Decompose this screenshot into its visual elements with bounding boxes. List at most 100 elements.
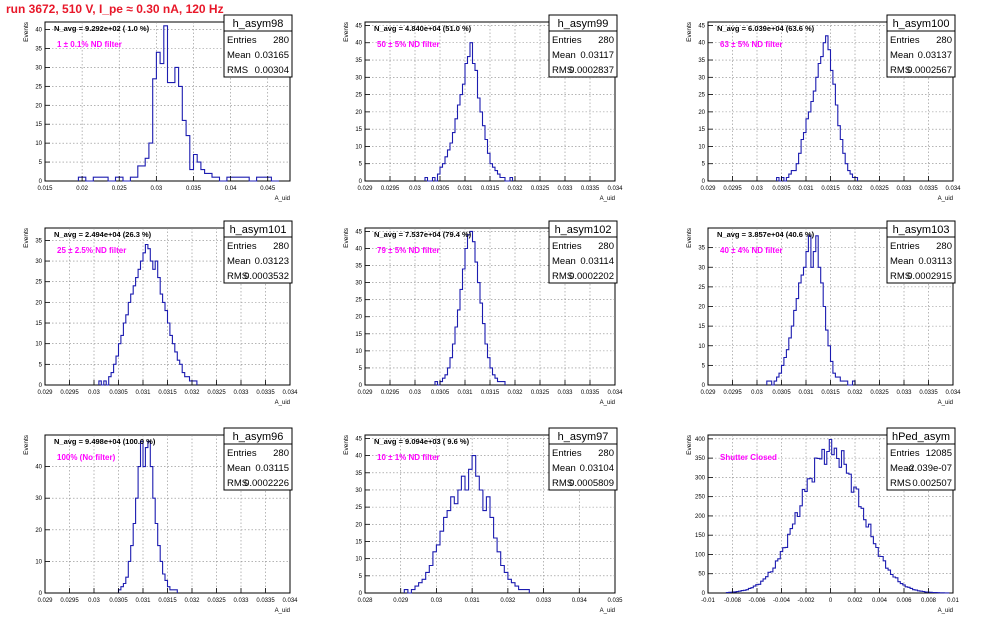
stats-rms-label: RMS [227, 65, 248, 76]
x-tick-label: 0.0305 [109, 598, 128, 604]
x-tick-label: -0.004 [773, 598, 791, 604]
stats-entries-label: Entries [890, 35, 920, 46]
histogram-panel-h_asym100: 0.029 0.0295 0.03 0.0305 0.031 0.0315 0.032 0.0… [686, 14, 961, 202]
y-tick-label: 35 [355, 58, 362, 64]
x-tick-label: 0.0335 [581, 186, 600, 192]
y-tick-label: 30 [35, 259, 42, 265]
y-tick-label: 30 [35, 496, 42, 502]
x-tick-label: 0.03 [88, 390, 100, 396]
y-tick-label: 5 [359, 574, 363, 580]
x-tick-label: 0.031 [135, 390, 151, 396]
stats-mean-value: 0.03123 [255, 256, 289, 267]
y-tick-label: 10 [355, 144, 362, 150]
y-tick-label: 20 [35, 103, 42, 109]
x-tick-label: 0 [829, 598, 833, 604]
y-tick-label: 35 [698, 246, 705, 252]
y-axis-label: Events [686, 227, 693, 248]
stats-mean-label: Mean [552, 463, 576, 474]
stats-entries-label: Entries [552, 241, 582, 252]
stats-mean-label: Mean [227, 50, 251, 61]
stats-mean-label: Mean [227, 463, 251, 474]
stats-rms-label: RMS [890, 65, 911, 76]
stats-box [886, 236, 956, 284]
x-tick-label: 0.032 [184, 390, 200, 396]
x-tick-label: 0.033 [557, 186, 573, 192]
x-tick-label: 0.032 [184, 598, 200, 604]
stats-rms-label: RMS [227, 478, 248, 489]
y-tick-label: 15 [355, 127, 362, 133]
stats-box [886, 30, 956, 78]
x-tick-label: 0.03 [409, 186, 421, 192]
x-tick-label: 0.0305 [431, 390, 450, 396]
y-tick-label: 20 [355, 110, 362, 116]
x-tick-label: 0.032 [847, 186, 863, 192]
y-tick-label: 10 [698, 344, 705, 350]
stats-entries-label: Entries [227, 241, 257, 252]
y-tick-label: 0 [359, 179, 363, 185]
y-tick-label: 10 [355, 557, 362, 563]
stats-mean-value: 0.03114 [580, 256, 614, 267]
x-tick-label: 0.03 [431, 598, 443, 604]
y-tick-label: 35 [355, 264, 362, 270]
x-tick-label: 0.0335 [581, 390, 600, 396]
histogram-name: h_asym101 [230, 224, 287, 236]
stats-entries-value: 12085 [926, 448, 952, 459]
y-axis-label: Events [686, 21, 693, 42]
x-tick-label: 0.0295 [381, 390, 400, 396]
x-tick-label: 0.0315 [481, 390, 500, 396]
y-tick-label: 30 [355, 75, 362, 81]
histogram-line [403, 455, 530, 594]
histogram-line [725, 438, 950, 594]
x-tick-label: 0.0315 [158, 598, 177, 604]
y-tick-label: 35 [355, 471, 362, 477]
y-tick-label: 0 [359, 591, 363, 597]
y-tick-label: 5 [359, 366, 363, 372]
y-axis-label: Events [343, 227, 350, 248]
x-tick-label: 0.0305 [109, 390, 128, 396]
y-tick-label: 45 [355, 23, 362, 29]
stats-rms-value: 0.0002202 [569, 271, 614, 282]
x-tick-label: 0.032 [847, 390, 863, 396]
x-tick-label: 0.0325 [531, 186, 550, 192]
stats-rms-value: 0.0002915 [907, 271, 952, 282]
stats-entries-label: Entries [552, 448, 582, 459]
y-tick-label: 0 [39, 179, 43, 185]
y-tick-label: 25 [355, 93, 362, 99]
x-axis-label: A_uid [938, 400, 953, 406]
x-tick-label: 0.0305 [431, 186, 450, 192]
stats-box [548, 443, 618, 491]
y-tick-label: 20 [355, 522, 362, 528]
y-tick-label: 10 [698, 144, 705, 150]
stats-rms-value: 0.0002567 [907, 65, 952, 76]
stats-mean-value: -2.039e-07 [906, 463, 952, 474]
stats-mean-label: Mean [890, 463, 914, 474]
y-tick-label: 5 [702, 162, 706, 168]
histogram-line [77, 25, 279, 182]
x-tick-label: 0.0295 [60, 598, 79, 604]
x-tick-label: 0.0295 [723, 390, 742, 396]
y-tick-label: 50 [698, 572, 705, 578]
histogram-name: h_asym96 [233, 431, 284, 443]
stats-mean-label: Mean [552, 50, 576, 61]
stats-entries-label: Entries [890, 241, 920, 252]
stats-entries-value: 280 [598, 448, 614, 459]
x-tick-label: 0.034 [282, 598, 298, 604]
x-tick-label: 0.04 [225, 186, 237, 192]
stats-entries-value: 280 [273, 241, 289, 252]
histogram-name: hPed_asym [892, 431, 950, 443]
x-tick-label: 0.008 [921, 598, 937, 604]
y-axis-label: Events [23, 227, 30, 248]
y-tick-label: 100 [695, 552, 706, 558]
y-tick-label: 5 [702, 363, 706, 369]
histogram-panel-h_asym101: 0.029 0.0295 0.03 0.0305 0.031 0.0315 0.032 0.0… [23, 220, 298, 406]
y-tick-label: 15 [35, 122, 42, 128]
histogram-panel-h_asym97: 0.028 0.029 0.03 0.031 0.032 0.033 0.034 0.035 0… [343, 427, 623, 614]
histogram-name: h_asym102 [555, 224, 612, 236]
y-tick-label: 0 [702, 179, 706, 185]
stats-rms-value: 0.00304 [255, 65, 289, 76]
x-tick-label: 0.029 [700, 186, 716, 192]
x-tick-label: 0.03 [751, 390, 763, 396]
y-tick-label: 30 [698, 75, 705, 81]
y-tick-label: 0 [39, 383, 43, 389]
stats-box [223, 443, 293, 491]
